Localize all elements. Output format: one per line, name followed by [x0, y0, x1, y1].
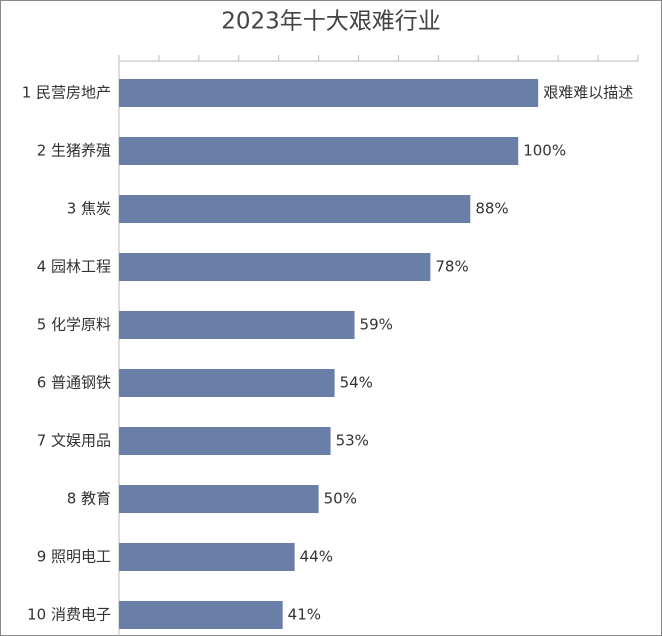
y-tick-label: 1 民营房地产	[22, 84, 111, 102]
value-label: 53%	[336, 432, 369, 450]
chart-title: 2023年十大艰难行业	[221, 9, 441, 35]
value-label: 59%	[360, 316, 393, 334]
y-tick-label: 10 消费电子	[27, 606, 111, 624]
y-tick-label: 7 文娱用品	[37, 432, 111, 450]
value-label: 78%	[435, 258, 468, 276]
bar	[119, 427, 331, 455]
bar	[119, 601, 283, 629]
y-tick-label: 3 焦炭	[67, 200, 111, 218]
bar	[119, 485, 319, 513]
value-label: 44%	[300, 548, 333, 566]
value-label: 54%	[340, 374, 373, 392]
value-label: 艰难难以描述	[543, 84, 633, 102]
y-tick-label: 8 教育	[67, 490, 111, 508]
bar	[119, 195, 471, 223]
y-tick-label: 9 照明电工	[37, 548, 111, 566]
bar	[119, 311, 355, 339]
y-tick-label: 6 普通钢铁	[37, 374, 111, 392]
y-tick-label: 2 生猪养殖	[37, 142, 111, 160]
value-label: 50%	[324, 490, 357, 508]
bar	[119, 253, 431, 281]
value-label: 88%	[475, 200, 508, 218]
bar	[119, 543, 295, 571]
y-tick-label: 4 园林工程	[37, 258, 111, 276]
y-tick-label: 5 化学原料	[37, 316, 111, 334]
bar	[119, 369, 335, 397]
bar	[119, 79, 539, 107]
bar	[119, 137, 519, 165]
value-label: 41%	[288, 606, 321, 624]
value-label: 100%	[523, 142, 566, 160]
